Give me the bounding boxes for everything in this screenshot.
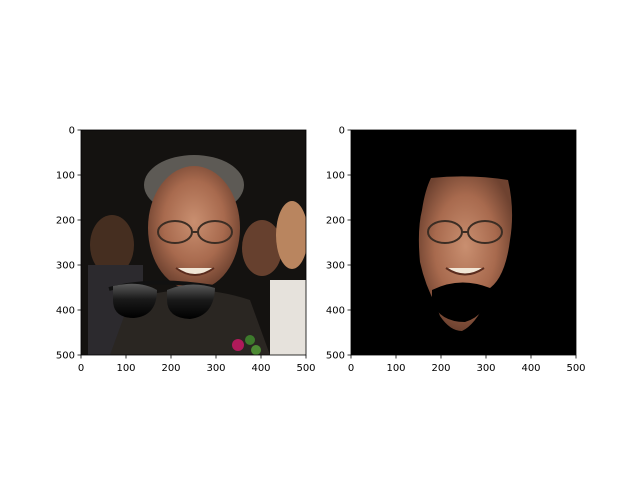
- right-y-tick-label: 0: [339, 126, 345, 137]
- left-y-tick-label: 100: [56, 171, 75, 182]
- right-x-tick-label: 400: [521, 363, 540, 374]
- left-x-tick-label: 500: [296, 363, 315, 374]
- right-x-tick-label: 0: [348, 363, 354, 374]
- right-image: [351, 130, 576, 355]
- right-x-tick-label: 500: [566, 363, 585, 374]
- right-x-tick-label: 100: [386, 363, 405, 374]
- sunglasses-overlay: [108, 280, 215, 319]
- left-image: [81, 130, 306, 355]
- left-axes-frame: [80, 129, 307, 356]
- left-x-tick-label: 0: [78, 363, 84, 374]
- right-y-tick-label: 100: [326, 171, 345, 182]
- left-x-tick-label: 300: [206, 363, 225, 374]
- left-x-tick-label: 400: [251, 363, 270, 374]
- left-x-tick-label: 100: [116, 363, 135, 374]
- right-axes-frame: [350, 129, 577, 356]
- left-y-tick-label: 300: [56, 261, 75, 272]
- right-y-tick-label: 400: [326, 306, 345, 317]
- left-y-tick-label: 200: [56, 216, 75, 227]
- right-x-tick-label: 200: [431, 363, 450, 374]
- right-y-tick-label: 500: [326, 351, 345, 362]
- right-y-tick-label: 200: [326, 216, 345, 227]
- left-x-tick-label: 200: [161, 363, 180, 374]
- left-y-tick-label: 400: [56, 306, 75, 317]
- left-y-tick-label: 500: [56, 351, 75, 362]
- right-x-tick-label: 300: [476, 363, 495, 374]
- left-y-tick-label: 0: [69, 126, 75, 137]
- right-y-tick-label: 300: [326, 261, 345, 272]
